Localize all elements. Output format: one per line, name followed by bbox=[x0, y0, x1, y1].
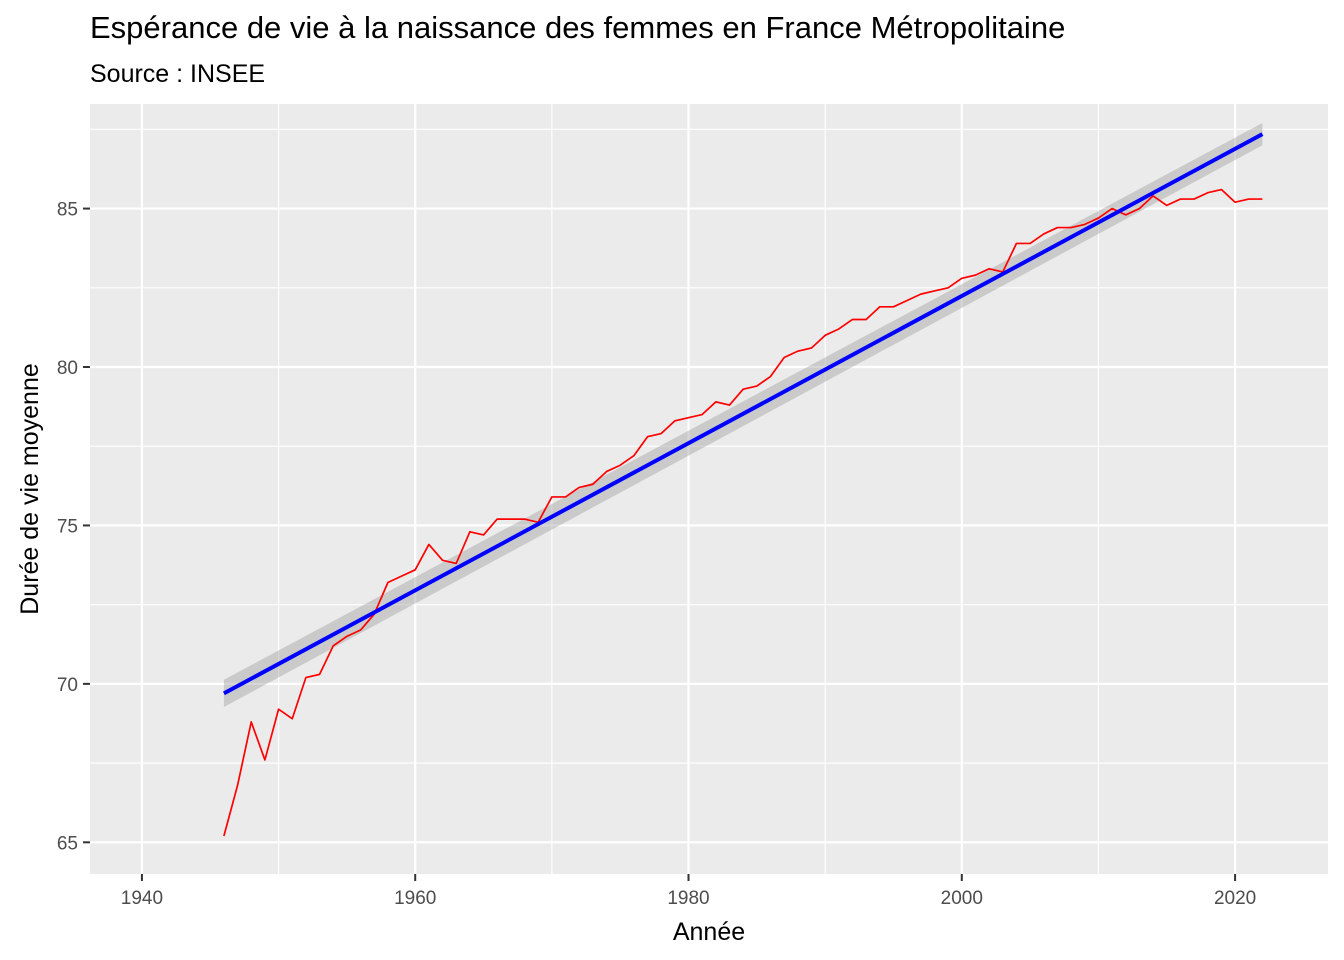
chart-subtitle: Source : INSEE bbox=[90, 60, 266, 88]
line-layer bbox=[222, 132, 1264, 837]
grid-minor bbox=[90, 104, 1328, 874]
x-tick-label: 2020 bbox=[1214, 888, 1256, 909]
life-expectancy-line bbox=[223, 188, 1263, 837]
chart-title: Espérance de vie à la naissance des femm… bbox=[90, 10, 1066, 45]
y-tick-label: 65 bbox=[57, 833, 78, 854]
y-tick-label: 80 bbox=[57, 358, 78, 379]
grid-major bbox=[90, 104, 1328, 874]
axis-layer: 1940 1960 1980 2000 2020 65 70 75 80 85 bbox=[57, 200, 1256, 909]
x-tick-label: 1940 bbox=[121, 888, 163, 909]
y-tick-label: 85 bbox=[57, 200, 78, 221]
plot-panel bbox=[90, 104, 1328, 874]
y-axis-title: Durée de vie moyenne bbox=[16, 363, 44, 615]
x-axis-title: Année bbox=[673, 918, 745, 946]
x-tick-label: 2000 bbox=[941, 888, 983, 909]
y-tick-label: 75 bbox=[57, 516, 78, 537]
x-tick-label: 1960 bbox=[394, 888, 436, 909]
x-tick-label: 1980 bbox=[667, 888, 709, 909]
trend-line bbox=[222, 132, 1264, 696]
y-tick-label: 70 bbox=[57, 675, 78, 696]
